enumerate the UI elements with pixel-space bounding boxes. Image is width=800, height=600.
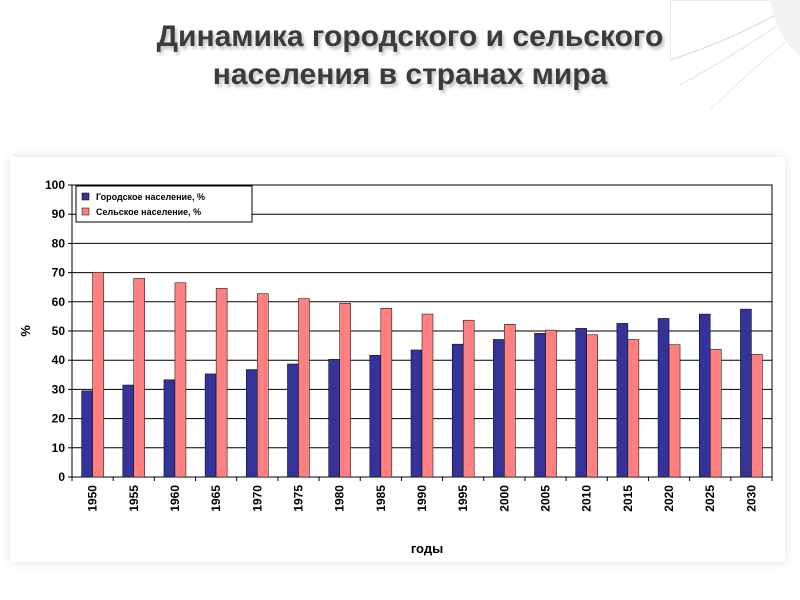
bar-urban-1980	[328, 359, 340, 478]
bar-urban-2025	[698, 313, 711, 478]
bar-rural-1955	[133, 278, 146, 478]
x-tick-label-2000: 2000	[497, 485, 511, 512]
bar-urban-1990	[410, 349, 423, 478]
y-tick-label-40: 40	[52, 353, 66, 367]
bar-rural-1960	[174, 282, 187, 478]
corner-decoration	[670, 0, 800, 110]
x-tick-label-1950: 1950	[86, 485, 100, 512]
bar-rural-1965	[215, 288, 228, 478]
x-tick-label-2005: 2005	[539, 485, 553, 512]
slide-title: Динамика городского и сельского населени…	[60, 18, 760, 94]
y-tick-label-70: 70	[52, 266, 66, 280]
bar-rural-2005	[545, 329, 557, 478]
bar-urban-1985	[369, 354, 382, 478]
y-tick-label-50: 50	[52, 324, 66, 338]
x-tick-label-2015: 2015	[621, 485, 635, 512]
legend-swatch-urban	[81, 192, 90, 201]
bar-rural-2030	[751, 354, 763, 478]
x-axis-title: годы	[411, 541, 443, 556]
y-tick-label-80: 80	[52, 236, 66, 250]
bar-urban-2020	[657, 318, 670, 478]
bar-rural-1985	[380, 307, 393, 478]
x-tick-label-1970: 1970	[250, 485, 264, 512]
bar-urban-1995	[451, 343, 464, 478]
x-tick-label-2010: 2010	[580, 485, 594, 512]
x-tick-label-1980: 1980	[333, 485, 347, 512]
bar-urban-1975	[287, 363, 299, 478]
legend-swatch-rural	[81, 207, 90, 216]
legend-label-urban: Городское население, %	[96, 192, 205, 202]
bar-rural-1970	[257, 293, 269, 478]
x-tick-label-2030: 2030	[744, 485, 758, 512]
bar-rural-1995	[462, 319, 475, 478]
chart-panel: 0 10 20 30 40 50 60 70 80 90 100 1950 1955 1960 1965 19…	[10, 157, 785, 562]
bar-urban-1965	[204, 373, 217, 478]
y-tick-label-60: 60	[52, 295, 66, 309]
slide-title-line-2: населения в странах мира	[212, 58, 608, 91]
x-tick-label-1960: 1960	[168, 485, 182, 512]
bar-rural-2020	[668, 344, 681, 478]
legend-label-rural: Сельское население, %	[96, 207, 201, 217]
bar-urban-2005	[534, 333, 546, 478]
x-tick-label-1975: 1975	[291, 485, 305, 512]
x-tick-label-2020: 2020	[662, 485, 676, 512]
legend-box	[75, 185, 253, 223]
bar-rural-2015	[627, 339, 640, 478]
y-tick-label-100: 100	[45, 178, 65, 192]
bar-urban-1950	[81, 390, 93, 478]
x-tick-label-2025: 2025	[703, 485, 717, 512]
bar-rural-1950	[92, 272, 104, 478]
bar-rural-2000	[504, 324, 516, 478]
bar-rural-1980	[339, 303, 351, 478]
y-tick-label-10: 10	[52, 441, 66, 455]
x-tick-label-1995: 1995	[456, 485, 470, 512]
slide-title-line-1: Динамика городского и сельского	[156, 20, 664, 53]
y-axis-title: %	[18, 325, 33, 337]
x-tick-label-1955: 1955	[127, 485, 141, 512]
bar-urban-1970	[246, 369, 258, 478]
bar-urban-2030	[740, 308, 752, 478]
y-tick-label-0: 0	[58, 470, 65, 484]
bar-rural-2025	[709, 349, 722, 478]
bar-rural-1990	[421, 313, 434, 478]
bar-urban-1960	[163, 379, 176, 478]
bar-rural-2010	[586, 334, 598, 478]
y-tick-label-30: 30	[52, 382, 66, 396]
x-tick-label-1990: 1990	[415, 485, 429, 512]
y-tick-label-20: 20	[52, 412, 66, 426]
bar-urban-2015	[616, 323, 629, 478]
bar-urban-2000	[493, 339, 505, 478]
x-tick-label-1985: 1985	[374, 485, 388, 512]
bar-urban-1955	[122, 384, 135, 478]
y-tick-label-90: 90	[52, 207, 66, 221]
x-tick-label-1965: 1965	[209, 485, 223, 512]
bar-rural-1975	[298, 298, 310, 478]
bar-urban-2010	[575, 328, 587, 478]
